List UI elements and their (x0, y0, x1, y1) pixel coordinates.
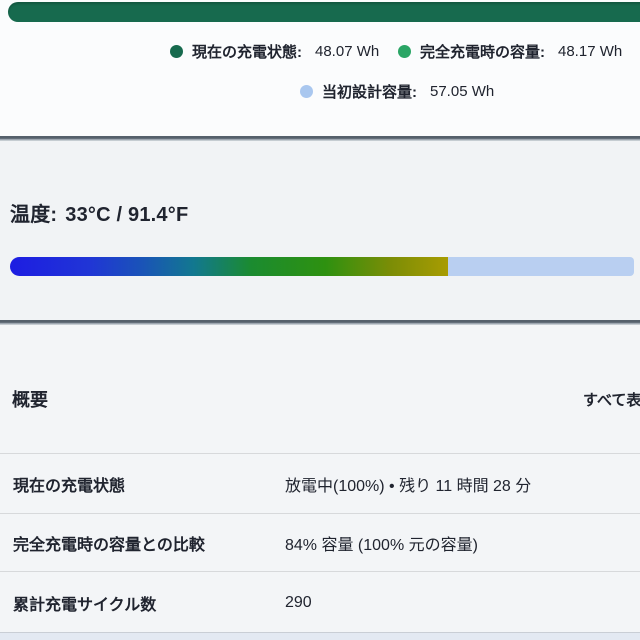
legend-item-current-charge: 現在の充電状態: 48.07 Wh (170, 41, 379, 62)
next-row-edge (0, 632, 640, 640)
temperature-section (0, 141, 640, 321)
design-capacity-dot-icon (300, 85, 313, 98)
overview-row-charge-cycles: 累計充電サイクル数 290 (0, 571, 640, 633)
legend-label: 完全充電時の容量: (420, 44, 545, 61)
row-label: 完全充電時の容量との比較 (13, 537, 205, 554)
section-divider (0, 320, 640, 325)
row-value: 放電中(100%) • 残り 11 時間 28 分 (285, 478, 532, 495)
row-value: 290 (285, 593, 312, 611)
overview-header: 概要 すべて表示 (0, 378, 640, 420)
temperature-label: 温度: (10, 204, 58, 226)
full-charge-dot-icon (398, 45, 411, 58)
row-value: 84% 容量 (100% 元の容量) (285, 537, 478, 554)
temperature-gauge-fill (10, 257, 448, 276)
legend-label: 当初設計容量: (322, 84, 417, 101)
overview-section (0, 325, 640, 640)
temperature-gauge-remainder (448, 257, 634, 276)
legend-value: 48.17 Wh (558, 43, 623, 60)
temperature-readout: 温度: 33°C / 91.4°F (10, 198, 188, 227)
legend-value: 48.07 Wh (315, 43, 380, 60)
legend-label: 現在の充電状態: (192, 44, 302, 61)
temperature-value: 33°C / 91.4°F (65, 204, 189, 226)
legend-item-design-capacity: 当初設計容量: 57.05 Wh (300, 81, 494, 102)
overview-title: 概要 (12, 390, 48, 410)
legend-item-full-charge-capacity: 完全充電時の容量: 48.17 Wh (398, 41, 622, 62)
row-label: 現在の充電状態 (13, 478, 126, 495)
temperature-gauge (10, 257, 634, 276)
current-charge-bar (8, 2, 640, 22)
legend-value: 57.05 Wh (430, 83, 495, 100)
row-label: 累計充電サイクル数 (13, 596, 157, 614)
overview-row-current-charge-state: 現在の充電状態 放電中(100%) • 残り 11 時間 28 分 (0, 453, 640, 514)
overview-row-capacity-comparison: 完全充電時の容量との比較 84% 容量 (100% 元の容量) (0, 513, 640, 572)
show-all-link[interactable]: すべて表示 (583, 392, 640, 409)
section-divider (0, 136, 640, 141)
capacity-chart-section: 現在の充電状態: 48.07 Wh 完全充電時の容量: 48.17 Wh 当初設… (0, 0, 640, 137)
current-charge-dot-icon (170, 45, 183, 58)
